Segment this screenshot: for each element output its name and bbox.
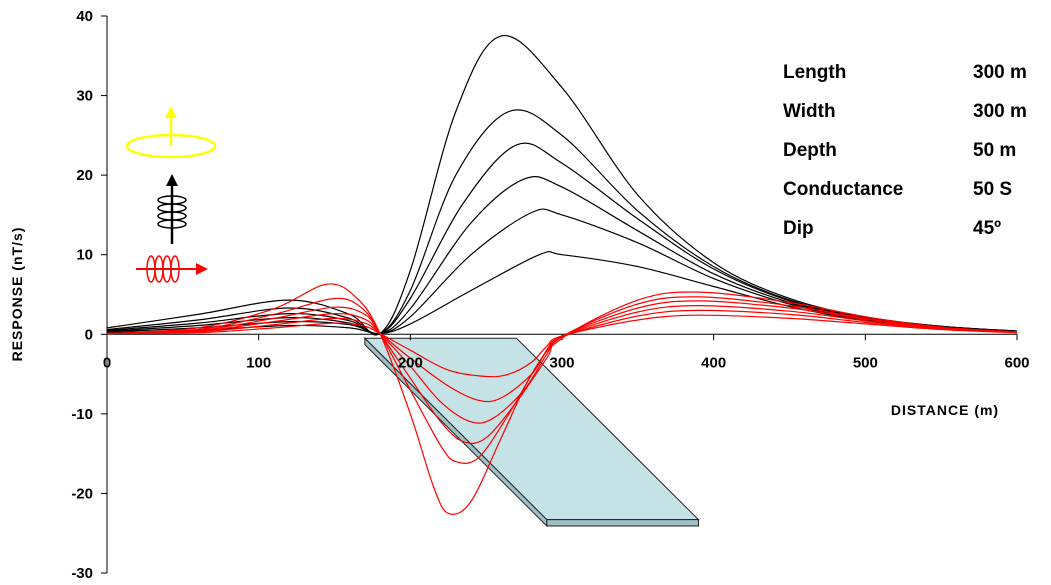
parameter-name: Length: [783, 62, 846, 83]
parameter-name: Depth: [783, 140, 837, 161]
horizontal-receiver-coil-icon: [136, 255, 208, 283]
axes: [101, 15, 1018, 574]
conductor-plate: [363, 337, 700, 528]
y-tick-label: 40: [76, 8, 93, 25]
horizontal-transmitter-loop-icon: [125, 106, 217, 159]
vertical-response-curve: [106, 208, 1018, 335]
horizontal-response-curve: [106, 283, 1018, 515]
y-tick-label: -20: [71, 485, 93, 502]
vertical-response-curve: [106, 109, 1018, 335]
x-tick-label: 500: [853, 354, 878, 371]
y-axis-title: RESPONSE (nT/s): [9, 227, 25, 362]
x-tick-label: 0: [103, 354, 111, 371]
model-parameters: Length 300 m Width 300 m Depth 50 m Conductanc…: [783, 62, 1027, 239]
response-curves: [106, 35, 1018, 515]
parameter-value: 50 m: [973, 140, 1016, 161]
x-tick-label: 100: [246, 354, 271, 371]
horizontal-response-curve: [106, 314, 1018, 378]
vertical-receiver-coil-icon: [157, 174, 187, 244]
y-tick-label: -10: [71, 406, 93, 423]
horizontal-response-curve: [106, 300, 1018, 444]
x-tick-label: 300: [549, 354, 574, 371]
y-tick-label: 30: [76, 88, 93, 105]
horizontal-response-curve: [106, 309, 1018, 403]
x-tick-label: 600: [1004, 354, 1029, 371]
parameter-value: 45º: [973, 218, 1001, 239]
parameter-value: 50 S: [973, 179, 1012, 200]
horizontal-response-curve: [106, 304, 1018, 424]
parameter-name: Conductance: [783, 179, 903, 200]
parameter-value: 300 m: [973, 62, 1027, 83]
parameter-name: Width: [783, 101, 836, 122]
y-tick-label: -30: [71, 565, 93, 582]
y-tick-label: 20: [76, 167, 93, 184]
parameter-name: Dip: [783, 218, 814, 239]
plate-bottom-edge: [546, 519, 699, 527]
horizontal-response-curve: [106, 296, 1018, 464]
x-tick-label: 200: [398, 354, 423, 371]
y-tick-label: 0: [85, 326, 93, 343]
parameter-value: 300 m: [973, 101, 1027, 122]
x-tick-label: 400: [701, 354, 726, 371]
y-tick-label: 10: [76, 247, 93, 264]
x-axis-title: DISTANCE (m): [891, 402, 999, 418]
